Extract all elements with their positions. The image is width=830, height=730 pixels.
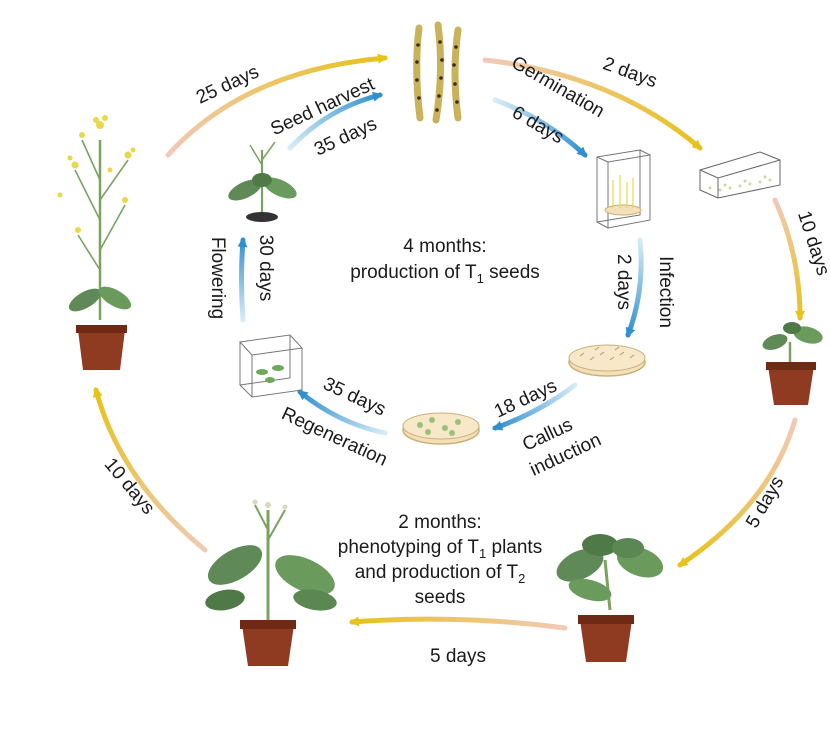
inner-cycle-arrows	[237, 91, 644, 436]
label-flowering-days: 30 days	[255, 235, 276, 302]
inner-arrow-seed-harvest	[287, 91, 383, 151]
label-infection-days: 2 days	[613, 254, 634, 310]
middle-line-1: 2 months:	[398, 512, 481, 533]
germination-box-illustration	[596, 149, 651, 229]
outer-arrow-seedling-to-rosette	[677, 417, 798, 568]
seed-pods-illustration	[413, 21, 462, 124]
bolting-plant-illustration	[205, 499, 337, 666]
label-infection: Infection	[655, 256, 676, 328]
center-line-1: 4 months:	[403, 236, 486, 257]
flowering-plant-illustration	[57, 115, 136, 370]
inner-arrow-flowering	[237, 237, 248, 323]
middle-summary-text: 2 months: phenotyping of T1 plants and p…	[338, 512, 542, 608]
inner-arrow-infection	[625, 237, 644, 338]
inner-arrow-callus-induction	[492, 382, 578, 431]
callus-dish-illustration	[402, 412, 480, 445]
label-outer-right-upper: 10 days	[793, 208, 830, 278]
inner-arrow-germination	[492, 97, 588, 158]
label-germination-days: 6 days	[508, 102, 567, 148]
regeneration-box-illustration	[238, 334, 304, 398]
outer-arrow-bolting-to-flowering	[92, 387, 208, 553]
outer-cycle-arrows	[92, 53, 805, 631]
harvest-plant-illustration	[228, 141, 297, 222]
outer-arrow-rosette-to-bolting	[349, 616, 568, 631]
label-outer-top-left: 25 days	[193, 61, 262, 108]
label-outer-bottom: 5 days	[430, 646, 486, 667]
outer-arrow-seeds-to-tray	[482, 57, 703, 151]
label-flowering: Flowering	[207, 237, 228, 319]
outer-arrow-tray-to-seedling	[772, 197, 805, 321]
middle-line-4: seeds	[415, 587, 466, 608]
outer-arrow-flowering-plant-to-seeds	[165, 53, 388, 158]
inner-arrow-regeneration	[297, 389, 388, 436]
center-summary-text: 4 months: production of T1 seeds	[350, 236, 540, 286]
middle-line-2: phenotyping of T1 plants	[338, 537, 542, 561]
seedling-pot-illustration	[762, 322, 823, 405]
label-outer-top-right: 2 days	[600, 53, 660, 92]
infection-dish-illustration	[568, 344, 646, 377]
center-line-2: production of T1 seeds	[350, 262, 540, 286]
rosette-pot-illustration	[556, 534, 664, 662]
middle-line-3: and production of T2	[355, 562, 526, 586]
germination-tray-illustration	[699, 151, 781, 199]
